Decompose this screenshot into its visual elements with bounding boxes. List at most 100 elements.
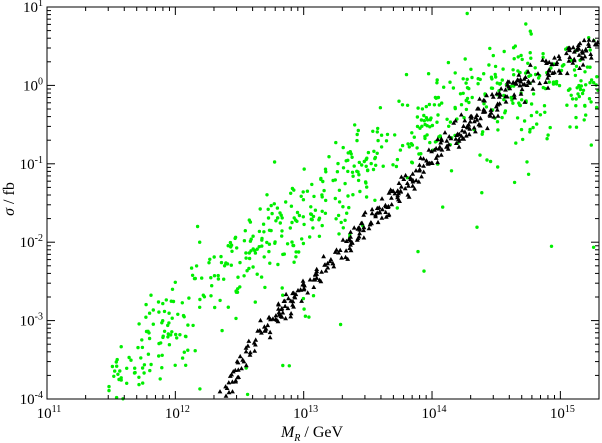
green-point: [226, 244, 230, 248]
green-point: [436, 95, 441, 100]
green-point: [432, 103, 437, 107]
green-point: [260, 244, 264, 248]
black-triangle-point: [549, 62, 555, 67]
green-point: [144, 315, 148, 319]
green-point: [146, 352, 151, 356]
green-point: [119, 345, 123, 349]
green-point: [490, 77, 494, 81]
black-triangle-point: [512, 95, 517, 100]
black-triangle-point: [291, 304, 296, 309]
black-triangle-point: [439, 136, 444, 141]
green-point: [127, 355, 131, 360]
x-tick-label: 1014: [422, 404, 447, 422]
green-point: [151, 322, 155, 326]
black-triangle-point: [283, 291, 289, 297]
black-triangle-point: [383, 214, 389, 219]
green-point: [164, 298, 168, 302]
black-triangle-point: [570, 60, 576, 65]
green-point: [247, 251, 251, 255]
green-point: [133, 366, 137, 370]
green-point: [549, 244, 554, 248]
black-triangle-point: [472, 118, 477, 124]
green-point: [482, 102, 486, 106]
green-point: [373, 155, 378, 160]
black-triangle-point: [340, 237, 346, 242]
black-triangle-point: [413, 168, 419, 173]
green-point: [458, 92, 463, 96]
green-point: [170, 287, 175, 291]
black-triangle-point: [463, 133, 469, 138]
black-triangle-point: [453, 118, 458, 123]
green-point: [192, 276, 197, 281]
green-point: [132, 371, 137, 375]
green-point: [343, 218, 347, 222]
green-point: [520, 57, 524, 62]
green-point: [258, 207, 262, 211]
green-point: [393, 133, 397, 137]
green-point: [148, 368, 152, 373]
black-triangle-point: [332, 249, 338, 254]
green-point: [420, 124, 424, 128]
green-point: [394, 164, 399, 169]
green-point: [307, 315, 311, 319]
green-point: [583, 103, 587, 108]
black-triangle-point: [346, 236, 352, 242]
black-triangle-point: [546, 67, 552, 72]
green-point: [381, 164, 385, 168]
black-triangle-point: [277, 312, 283, 317]
black-triangle-point: [235, 367, 241, 372]
green-point: [422, 269, 426, 273]
green-point: [302, 307, 306, 311]
green-point: [535, 110, 539, 114]
black-triangle-point: [522, 99, 528, 104]
black-triangle-point: [445, 146, 451, 151]
green-point: [140, 345, 145, 350]
black-triangle-point: [348, 242, 353, 247]
green-point: [360, 163, 364, 167]
green-point: [157, 354, 161, 358]
green-point: [427, 102, 432, 107]
black-triangle-point: [557, 56, 563, 61]
green-point: [337, 188, 342, 192]
black-triangle-point: [577, 65, 582, 70]
green-point: [178, 333, 182, 337]
black-triangle-point: [544, 60, 549, 65]
black-triangle-point: [498, 92, 503, 97]
green-point: [157, 341, 161, 346]
black-triangle-point: [377, 209, 382, 214]
green-point: [323, 167, 328, 171]
green-point: [356, 178, 361, 183]
green-point: [147, 311, 152, 315]
black-triangle-point: [571, 49, 577, 54]
black-triangle-point: [438, 140, 444, 145]
green-point: [234, 316, 238, 321]
black-triangle-point: [429, 148, 434, 154]
green-point: [493, 64, 498, 69]
black-triangle-point: [546, 72, 552, 78]
black-triangle-point: [389, 195, 394, 200]
green-point: [190, 273, 195, 277]
green-point: [260, 236, 264, 241]
green-point: [290, 186, 295, 191]
black-triangle-point: [528, 62, 533, 67]
green-point: [107, 388, 111, 393]
black-triangle-point: [518, 79, 524, 84]
black-triangle-point: [477, 96, 482, 101]
green-point: [182, 350, 186, 354]
green-point: [533, 66, 537, 70]
green-point: [311, 214, 316, 219]
green-point: [445, 117, 449, 122]
green-point: [295, 210, 300, 215]
green-point: [366, 150, 371, 155]
green-point: [528, 130, 532, 134]
black-triangle-point: [567, 45, 572, 50]
green-point: [226, 305, 230, 309]
green-point: [291, 243, 296, 248]
green-point: [170, 330, 174, 334]
green-point: [574, 104, 578, 108]
green-point: [209, 294, 213, 298]
green-point: [570, 97, 575, 101]
green-point: [374, 163, 378, 167]
green-point: [447, 124, 451, 128]
green-point: [320, 223, 324, 228]
